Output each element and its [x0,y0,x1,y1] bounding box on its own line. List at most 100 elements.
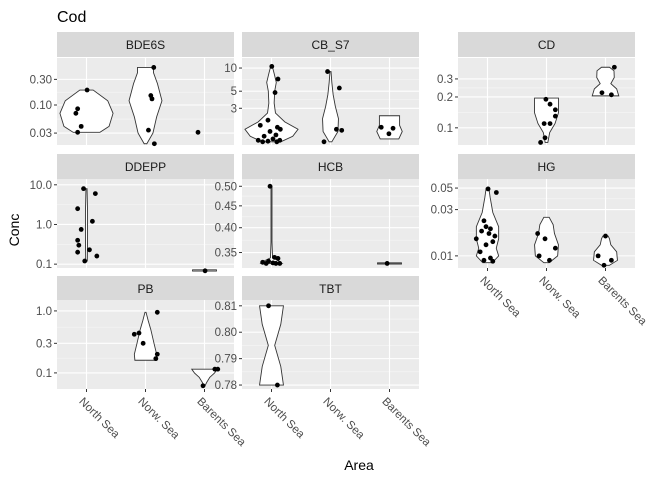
violin-north-sea [84,188,89,262]
y-tick-label: 10 [224,63,237,75]
y-tick-label: 10.0 [30,180,52,192]
facet-strip [57,32,234,57]
violin-norw-sea [128,67,163,145]
data-point [273,261,279,266]
data-point [543,96,549,102]
x-tick-label: Barents Sea [379,396,433,450]
facet-strip [242,32,419,57]
facet-cd: CD 0.1 0.2 0.3 [437,32,635,145]
data-point [270,136,276,142]
data-point [611,64,617,70]
facet-strip [458,154,635,179]
data-point [538,140,543,145]
data-point [483,224,489,230]
facet-bde6s: BDE6S 0.03 0.10 0.30 [30,32,234,147]
chart-title: Cod [57,9,86,26]
data-point [535,231,541,236]
x-tick-label: Norw. Sea [135,396,181,442]
data-point [154,351,160,357]
data-point [75,206,81,212]
y-tick-label: 0.03 [30,128,52,140]
data-point [94,253,100,259]
data-point [547,257,552,263]
data-point [153,356,159,362]
data-point [140,340,146,346]
facet-strip [57,154,234,179]
violin-north-sea [259,305,284,386]
data-point [490,258,496,264]
data-point [78,227,84,232]
data-point [200,383,206,389]
y-tick-label: 0.10 [30,100,52,112]
data-point [215,366,221,372]
y-tick-label: 0.81 [215,301,237,313]
violin-norw-sea [322,71,339,143]
y-tick-label: 0.1 [36,368,52,380]
data-point [92,191,98,197]
data-point [325,69,330,74]
y-tick-label: 0.50 [215,181,237,193]
data-point [547,121,553,126]
facet-strip [242,154,419,179]
x-axis-title: Area [344,457,374,473]
data-point [82,258,88,264]
data-point [488,226,493,232]
data-point [81,186,86,192]
data-point [275,256,281,261]
x-tick-label: North Sea [477,275,523,321]
y-tick-label: 0.03 [431,205,453,217]
y-tick-label: 0.1 [437,123,453,135]
x-tick-label: Norw. Sea [536,275,582,321]
data-point [390,125,396,131]
data-point [273,132,279,138]
data-point [603,233,608,239]
x-tick-label: North Sea [261,396,307,442]
data-point [87,247,92,253]
data-point [547,101,553,107]
data-point [542,135,548,141]
data-point [339,127,345,133]
data-point [481,257,487,263]
data-point [552,107,558,113]
facet-pb: PB 0.1 0.3 1.0 North Sea Norw. Sea Barents Sea [36,276,248,449]
data-point [552,245,558,251]
data-point [601,262,607,268]
data-point [473,236,479,242]
facet-strip-label: PB [137,282,153,296]
data-point [541,121,547,126]
data-point [378,124,384,130]
data-point [595,253,601,259]
data-point [260,139,266,145]
y-tick-label: 5 [231,86,237,98]
violin-barents-sea [376,115,403,140]
data-point [267,183,273,189]
facet-strip-label: CB_S7 [311,38,349,52]
data-point [609,92,614,98]
y-tick-label: 0.3 [437,74,453,86]
data-point [90,218,95,224]
data-point [154,309,160,315]
data-point [542,236,548,242]
data-point [149,96,155,102]
x-tick-label: Barents Sea [194,396,248,450]
facet-hg: HG 0.01 0.03 0.05 North Sea Norw. Sea Barents … [431,154,649,328]
y-tick-label: 0.2 [437,92,453,104]
facet-strip [242,276,419,301]
data-point [486,231,492,236]
violin-norw-sea [534,97,559,143]
data-point [336,85,342,91]
data-point [195,129,201,135]
data-point [269,64,275,69]
data-point [275,382,280,388]
data-point [75,129,81,135]
data-point [384,261,390,266]
y-tick-label: 0.40 [215,223,237,235]
data-point [536,253,542,259]
data-point [334,126,339,132]
x-tick-label: Norw. Sea [320,396,366,442]
facet-strip-label: DDEPP [125,160,166,174]
data-point [76,242,82,248]
data-point [261,133,267,139]
data-point [151,141,157,147]
data-point [386,131,392,137]
